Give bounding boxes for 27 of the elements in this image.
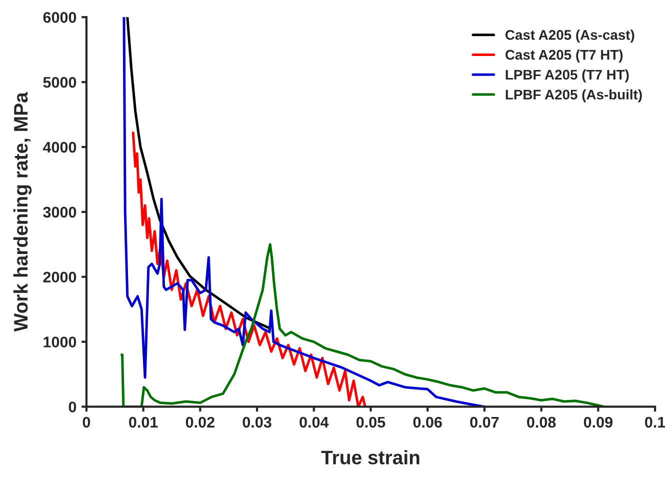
y-axis-title: Work hardening rate, MPa [13, 92, 32, 332]
line-series [126, 17, 271, 330]
y-tick-label: 5000 [43, 76, 76, 88]
line-series [122, 17, 486, 407]
x-tick-label: 0.04 [300, 416, 329, 428]
y-tick-label: 2000 [43, 272, 76, 283]
y-tick-label: 1000 [44, 336, 76, 348]
x-tick-label: 0.02 [186, 416, 214, 428]
x-tick-label: 0.1 [645, 416, 665, 428]
y-tick-label: 4000 [42, 142, 76, 153]
legend-label: LPBF A205 (T7 HT) [506, 69, 629, 82]
x-tick-label: 0.01 [129, 416, 158, 428]
legend-label: Cast A205 (T7 HT) [506, 50, 623, 62]
line-series [120, 243, 606, 407]
x-tick-label: 0.08 [527, 416, 556, 428]
x-tick-label: 0 [82, 416, 90, 428]
x-tick-label: 0.09 [584, 416, 612, 428]
x-tick-label: 0.07 [470, 416, 499, 428]
x-tick-label: 0.03 [242, 416, 272, 428]
x-tick-label: 0.05 [356, 416, 386, 428]
x-axis-title: True strain [321, 450, 420, 464]
legend-label: LPBF A205 (As-built) [506, 89, 642, 102]
y-tick-label: 3000 [43, 206, 76, 218]
y-tick-label: 0 [68, 402, 76, 412]
y-tick-label: 6000 [43, 12, 76, 23]
x-tick-label: 0.06 [413, 416, 442, 428]
legend-label: Cast A205 (As-cast) [506, 30, 634, 43]
